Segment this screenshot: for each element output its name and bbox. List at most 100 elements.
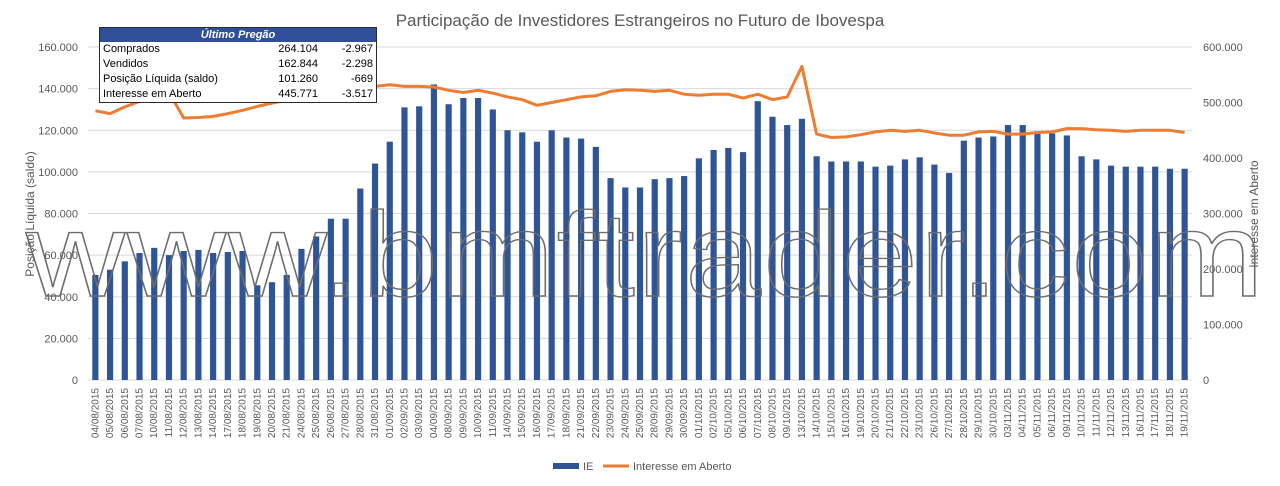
summary-table-header: Último Pregão	[100, 28, 376, 42]
bar-ie	[1063, 135, 1070, 380]
x-tick-label: 25/09/2015	[635, 388, 646, 438]
bar-ie	[474, 97, 482, 380]
bar-ie	[754, 101, 761, 381]
bar-ie	[651, 179, 658, 380]
bar-ie	[533, 141, 541, 380]
x-tick-label: 09/11/2015	[1062, 388, 1073, 438]
summary-row-value: 162.844	[278, 58, 318, 70]
x-tick-label: 05/10/2015	[723, 388, 734, 438]
legend-swatch-ie	[553, 463, 579, 469]
bar-ie	[430, 84, 438, 381]
x-tick-label: 20/10/2015	[871, 388, 882, 438]
bar-ie	[313, 236, 320, 380]
bar-ie	[725, 147, 732, 380]
y-left-tick-label: 40.000	[44, 292, 78, 304]
x-tick-label: 13/10/2015	[797, 388, 808, 438]
x-tick-label: 02/10/2015	[709, 388, 720, 438]
x-tick-label: 01/10/2015	[694, 388, 705, 438]
bar-ie	[798, 118, 806, 380]
y-left-tick-label: 100.000	[38, 167, 78, 179]
summary-row-change: -2.967	[341, 43, 373, 55]
x-tick-label: 29/09/2015	[664, 388, 675, 438]
bar-ie	[710, 150, 717, 380]
x-tick-label: 09/10/2015	[782, 388, 793, 438]
bar-ie	[666, 178, 673, 380]
x-tick-label: 24/09/2015	[620, 388, 631, 438]
bar-ie	[636, 187, 644, 380]
x-tick-label: 08/10/2015	[767, 388, 778, 438]
y-right-tick-label: 400.000	[1203, 153, 1243, 165]
bar-ie	[1166, 168, 1174, 380]
bar-ie	[681, 176, 688, 380]
x-tick-label: 08/09/2015	[444, 388, 455, 438]
y-left-tick-label: 0	[72, 375, 78, 387]
x-tick-label: 05/08/2015	[105, 388, 116, 438]
x-tick-label: 11/11/2015	[1091, 388, 1102, 437]
y-left-tick-label: 120.000	[38, 125, 78, 137]
x-tick-label: 27/08/2015	[341, 388, 352, 438]
x-tick-label: 28/10/2015	[959, 388, 970, 438]
bar-ie	[1122, 166, 1129, 380]
summary-row-label: Comprados	[103, 43, 160, 55]
x-tick-label: 05/11/2015	[1032, 388, 1043, 438]
x-tick-label: 04/09/2015	[429, 388, 440, 438]
bar-ie	[283, 274, 290, 380]
x-tick-label: 28/08/2015	[355, 388, 366, 438]
x-tick-label: 14/10/2015	[812, 388, 823, 438]
x-tick-label: 19/11/2015	[1180, 388, 1191, 438]
bar-ie	[1181, 168, 1188, 380]
x-tick-label: 07/08/2015	[135, 388, 146, 438]
x-tick-label: 10/09/2015	[473, 388, 484, 438]
y-right-tick-label: 100.000	[1203, 320, 1243, 332]
summary-row-value: 264.104	[278, 43, 318, 55]
bar-ie	[357, 188, 364, 380]
bar-ie	[887, 165, 894, 380]
x-tick-label: 15/10/2015	[826, 388, 837, 438]
x-tick-label: 31/08/2015	[370, 388, 381, 438]
bar-ie	[210, 253, 217, 380]
bar-ie	[769, 116, 776, 381]
x-tick-label: 21/08/2015	[282, 388, 293, 438]
bar-ie	[592, 146, 599, 380]
bar-ie	[327, 218, 334, 380]
y-axis-left-label: Posição Líquida (saldo)	[23, 151, 37, 276]
x-tick-label: 17/09/2015	[547, 388, 558, 438]
x-tick-label: 30/10/2015	[988, 388, 999, 438]
bar-ie	[695, 158, 702, 380]
x-tick-label: 23/09/2015	[606, 388, 617, 438]
summary-row-change: -2.298	[341, 58, 373, 70]
x-tick-label: 29/10/2015	[974, 388, 985, 438]
x-tick-label: 14/09/2015	[503, 388, 514, 438]
x-tick-label: 25/08/2015	[311, 388, 322, 438]
chart-title: Participação de Investidores Estrangeiro…	[396, 11, 885, 30]
x-tick-label: 13/11/2015	[1121, 388, 1132, 438]
y-axis-right: 0 100.000 200.000 300.000 400.000 500.000 600.…	[1203, 42, 1243, 387]
y-left-tick-label: 80.000	[44, 209, 78, 221]
x-tick-label: 28/09/2015	[650, 388, 661, 438]
bar-ie	[872, 166, 879, 380]
bar-ie	[195, 249, 202, 380]
summary-row-label: Posição Líquida (saldo)	[103, 73, 218, 85]
summary-row-interesse-aberto: Interesse em Aberto 445.771 -3.517	[100, 87, 376, 102]
x-tick-label: 07/10/2015	[753, 388, 764, 438]
x-tick-label: 17/08/2015	[223, 388, 234, 438]
y-right-tick-label: 500.000	[1203, 98, 1243, 110]
x-tick-label: 26/08/2015	[326, 388, 337, 438]
bar-ie	[342, 218, 349, 380]
x-axis: 04/08/2015 05/08/2015 06/08/2015 07/08/2015…	[90, 388, 1190, 438]
x-tick-label: 16/10/2015	[841, 388, 852, 438]
x-tick-label: 18/08/2015	[238, 388, 249, 438]
y-left-tick-label: 160.000	[38, 42, 78, 54]
bar-ie	[931, 164, 938, 380]
bar-ie	[739, 152, 747, 380]
bar-ie	[990, 136, 997, 380]
bar-ie	[857, 161, 864, 380]
bar-ie	[519, 132, 526, 380]
y-right-tick-label: 600.000	[1203, 42, 1243, 54]
bar-ie	[1093, 159, 1100, 380]
bar-ie	[1049, 133, 1056, 380]
x-tick-label: 15/09/2015	[517, 388, 528, 438]
bar-ie	[946, 172, 953, 380]
x-tick-label: 12/11/2015	[1106, 388, 1117, 438]
